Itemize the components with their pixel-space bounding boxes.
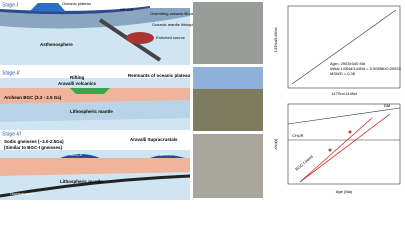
lithospheric-mantle [0,100,190,122]
oceanic-slab [0,174,191,198]
label: BGC-I [160,152,171,157]
label: Lithospheric mantle [60,179,103,184]
label: Enriched source [156,35,186,40]
label: Archean BGC (3.3 - 2.5 Ga) [4,95,62,100]
figure: Stage-I Oceanic plateau LP-GG HP-GG Over… [0,1,402,200]
bgc1-body [150,155,185,158]
stage-label: Stage-II [2,70,20,76]
stage-2-panel: Stage-II Rifting Aravalli volcanics Remn… [0,70,191,130]
label: Sodic gneisses (~3.0-2.5Ga) [4,139,64,144]
enriched-source [126,32,154,44]
photo [193,2,263,64]
label: DM [384,103,390,108]
trend-line [299,113,391,183]
label: Oceanic plateau [62,1,91,6]
asthenosphere [0,10,190,65]
crust [0,158,190,176]
label: Aravalli volcanics [58,81,97,86]
dm-line [287,107,401,125]
label: Rifting [70,75,84,80]
trend-line [299,117,373,183]
volcanics [70,88,110,94]
label: Asthenosphere [40,42,73,47]
isochron-panel: 143Nd/144Nd 147Sm/144Nd Age= 2903±340 Ma… [273,5,402,96]
label: BGC-I trend [294,154,314,172]
label: (Similar to BGC-I gneisses) [4,145,63,150]
isochron-line [291,9,397,85]
sample [328,148,332,152]
photo [193,134,263,198]
plateau [30,3,66,12]
oceanic-lithosphere [0,8,190,29]
label: LP-GG [98,4,110,9]
y-label: 143Nd/144Nd [273,28,278,53]
plot-frame [287,103,401,185]
stage-3-panel: Stage-III Sodic gneisses (~3.0-2.5Ga) (S… [0,131,191,200]
stage-1-panel: Stage-I Oceanic plateau LP-GG HP-GG Over… [0,1,205,65]
oceanic-crust [0,6,150,15]
label: Aravalli Supracrustals [130,137,178,142]
note: Age= 2903±340 Ma [330,61,366,66]
note: MSWD = 0.38 [330,71,356,76]
bgc2-body [60,154,100,158]
stage-label: Stage-III [2,131,22,137]
note: Initial 143Nd/144Nd = 0.50856±0.00033 [330,66,402,71]
stage-label: Stage-I [2,2,19,8]
bgc-crust [0,88,190,104]
sample [348,130,352,134]
y-label: εNd(t) [273,138,278,149]
label: Lithospheric mantle [70,109,113,114]
plot-frame [287,5,401,89]
label: Oceanic crust [10,191,35,196]
label: BGC-II [70,152,82,157]
label: CHUR [292,133,304,138]
x-label: 147Sm/144Nd [331,91,357,96]
evolution-panel: εNd(t) Age (Ma) CHUR DM BGC-I trend [273,103,401,194]
label: Overriding oceanic lithosphere [150,11,205,16]
label: Remnants of oceanic plateau [128,73,191,78]
x-label: Age (Ma) [336,189,353,194]
label: HP-GG [120,7,133,12]
label: Oceanic mantle lithosphere [152,22,201,27]
photo-sky [193,67,263,89]
